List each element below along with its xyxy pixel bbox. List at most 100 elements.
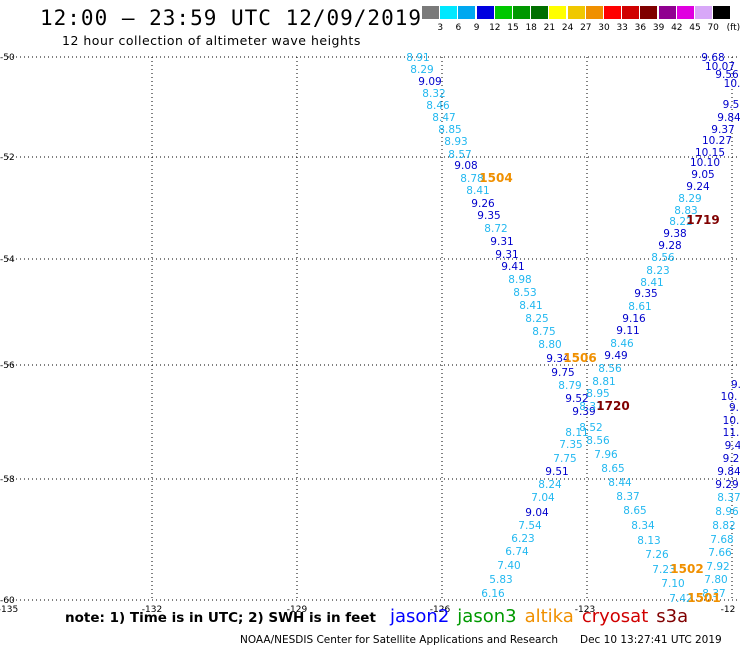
wave-height-value: 7.40 xyxy=(497,560,520,572)
wave-height-value: 9. xyxy=(731,379,740,391)
wave-height-value: 8.37 xyxy=(616,491,639,503)
wave-height-value: 10. xyxy=(721,391,738,403)
wave-height-value: 10.07 xyxy=(705,61,735,73)
wave-height-value: 8.75 xyxy=(532,326,555,338)
legend-level-label: 42 xyxy=(671,23,683,33)
wave-height-value: 7.23 xyxy=(652,564,675,576)
wave-height-value: 8.11 xyxy=(565,427,588,439)
longitude-tick-label: -123 xyxy=(575,605,595,615)
wave-height-value: 8.93 xyxy=(444,136,467,148)
wave-height-value: 9.16 xyxy=(622,313,646,325)
wave-height-value: 8.82 xyxy=(712,520,735,532)
wave-height-value: 8.53 xyxy=(513,287,536,299)
wave-height-value: 9.28 xyxy=(658,240,681,252)
wave-height-value: 9.11 xyxy=(616,325,639,337)
wave-height-value: 9.08 xyxy=(454,160,477,172)
wave-height-value: 8.78 xyxy=(460,173,483,185)
wave-height-value: 8.29 xyxy=(678,193,701,205)
legend-swatch xyxy=(676,6,694,19)
wave-height-value: 11. xyxy=(723,427,740,439)
wave-height-value: 9.38 xyxy=(663,228,686,240)
wave-height-value: 8.57 xyxy=(448,149,471,161)
legend-level-label: 18 xyxy=(525,23,537,33)
wave-height-value: 8.96 xyxy=(715,506,739,518)
credit-text: NOAA/NESDIS Center for Satellite Applica… xyxy=(240,634,558,646)
wave-height-value: 6.23 xyxy=(511,533,534,545)
legend-level-label: 39 xyxy=(652,23,665,33)
longitude-tick-label: -132 xyxy=(142,605,162,615)
axis-ticks: -135 -132 -129 -126 -123 -12 -50 -52 -54 -56 -58 -6… xyxy=(0,53,735,615)
satellite-name: jason2 xyxy=(390,606,450,627)
wave-height-value: 7.10 xyxy=(661,578,684,590)
wave-height-value: 7.26 xyxy=(645,549,669,561)
wave-height-value: 10.15 xyxy=(695,147,725,159)
latitude-tick-label: -58 xyxy=(0,475,15,485)
wave-height-value: 10.10 xyxy=(690,157,720,169)
wave-height-value: 9.04 xyxy=(525,507,549,519)
wave-height-value: 7.54 xyxy=(518,520,542,532)
satellite-name: jason3 xyxy=(457,606,517,627)
wave-height-value: 10. xyxy=(724,78,740,90)
wave-height-value: 9.5 xyxy=(723,99,740,111)
legend-swatch xyxy=(513,6,530,19)
wave-height-value: 9.2 xyxy=(723,453,740,465)
wave-height-value: 8.83 xyxy=(674,205,697,217)
wave-height-value: 9.24 xyxy=(686,181,710,193)
latitude-tick-label: -60 xyxy=(0,596,15,606)
wave-height-value: 5.83 xyxy=(489,574,512,586)
wave-height-value: 9.37 xyxy=(711,124,734,136)
legend-unit-label: (ft) xyxy=(726,23,740,33)
latitude-tick-label: -52 xyxy=(0,153,15,163)
wave-height-value: 8.56 xyxy=(598,363,622,375)
legend-level-label: 36 xyxy=(634,23,647,33)
wave-height-value: 8.44 xyxy=(608,477,632,489)
pass-time-label: 1719 xyxy=(686,213,719,227)
wave-height-value: 9.49 xyxy=(604,350,627,362)
legend-swatch xyxy=(622,6,640,19)
wave-height-value: 9. xyxy=(729,402,739,414)
wave-height-value: 9.56 xyxy=(715,69,739,81)
wave-height-value: 9.35 xyxy=(477,210,500,222)
wave-height-value: 8.52 xyxy=(579,422,602,434)
legend-level-label: 24 xyxy=(561,23,574,33)
wave-height-value: 8.37 xyxy=(717,492,740,504)
legend-swatch xyxy=(422,6,439,19)
longitude-tick-label: -12 xyxy=(721,605,736,615)
wave-height-value: 8.72 xyxy=(484,223,507,235)
wave-height-value: 8.85 xyxy=(438,124,461,136)
legend-swatch xyxy=(476,6,494,19)
legend-swatch xyxy=(567,6,585,19)
wave-height-value: 9.41 xyxy=(501,261,524,273)
satellite-name: altika xyxy=(524,606,574,627)
legend-swatch xyxy=(585,6,603,19)
wave-height-value: 9.68 xyxy=(701,52,724,64)
wave-height-value: 9.09 xyxy=(418,76,441,88)
wave-height-value: 8.91 xyxy=(406,52,429,64)
legend-level-label: 27 xyxy=(580,23,592,33)
wave-height-value: 8.65 xyxy=(623,505,646,517)
wave-height-value: 8.56 xyxy=(586,435,610,447)
pass-time-label: 1501 xyxy=(687,591,720,605)
wave-height-value: 9.35 xyxy=(634,288,657,300)
longitude-tick-label: -129 xyxy=(287,605,308,615)
wave-height-value: 8.24 xyxy=(538,479,562,491)
satellite-legend: jason2 jason3 altika cryosat s3a xyxy=(390,606,696,627)
legend-swatch xyxy=(713,6,731,19)
wave-height-value: 6.16 xyxy=(481,588,505,600)
pass-time-label: 1506 xyxy=(563,351,596,365)
legend-swatch xyxy=(458,6,476,19)
legend-swatch xyxy=(549,6,567,19)
wave-height-value: 10.27 xyxy=(702,135,732,147)
wave-height-value: 9.84 xyxy=(717,466,740,478)
legend-swatch xyxy=(604,6,621,19)
page-subtitle: 12 hour collection of altimeter wave hei… xyxy=(62,33,361,48)
wave-height-value: 8.32 xyxy=(422,88,445,100)
wave-height-value: 9.34 xyxy=(546,353,570,365)
satellite-name: s3a xyxy=(656,606,689,627)
wave-height-value: 9.31 xyxy=(495,249,518,261)
wave-height-value: 8.46 xyxy=(426,100,450,112)
legend-level-label: 12 xyxy=(489,23,501,33)
wave-height-value: 8.22 xyxy=(669,216,692,228)
wave-height-value: 8.46 xyxy=(610,338,634,350)
